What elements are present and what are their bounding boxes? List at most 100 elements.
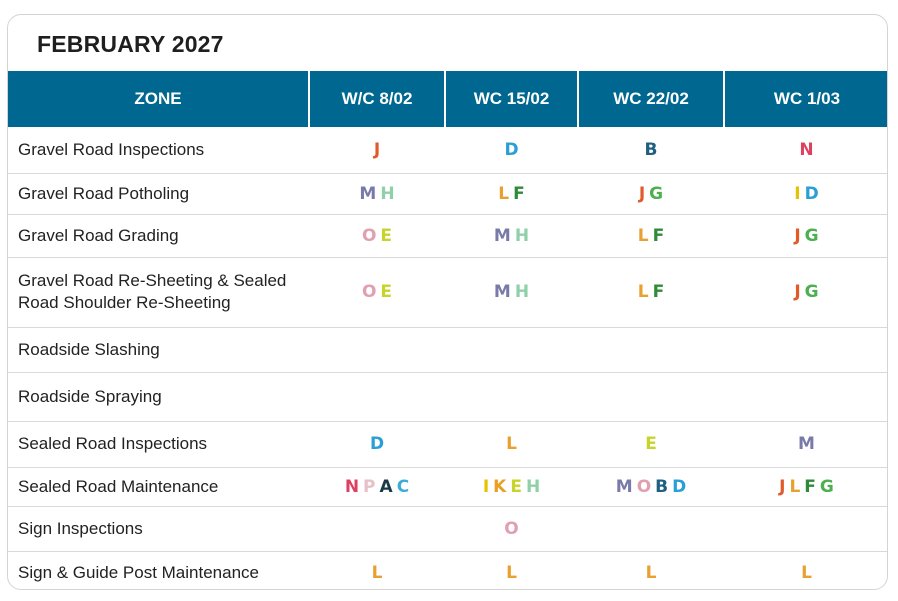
crew-code: J <box>638 183 646 204</box>
crew-code: A <box>379 476 393 497</box>
zone-label: Gravel Road Potholing <box>8 173 309 215</box>
week-cell: E <box>578 421 724 468</box>
crew-code: O <box>636 476 652 497</box>
zone-label: Gravel Road Re-Sheeting & Sealed Road Sh… <box>8 257 309 328</box>
crew-code: N <box>344 476 360 497</box>
week-cell: L <box>445 551 578 589</box>
crew-code: J <box>794 282 801 302</box>
crew-code: M <box>493 282 511 302</box>
crew-code: L <box>506 563 517 584</box>
crew-code: K <box>493 476 507 497</box>
week-cell: L <box>309 551 445 589</box>
crew-code: J <box>373 139 381 160</box>
crew-code: H <box>380 183 395 204</box>
table-row: Gravel Road Grading O E M H L F J G <box>8 214 887 258</box>
crew-code: F <box>804 476 816 497</box>
crew-code: L <box>645 563 657 584</box>
week-cell <box>309 327 445 373</box>
week-cell <box>724 327 887 373</box>
week-cell <box>724 372 887 422</box>
week-cell: L <box>578 551 724 589</box>
header-week-4: WC 1/03 <box>724 71 887 127</box>
crew-code: O <box>361 282 377 302</box>
crew-code: D <box>369 434 385 454</box>
zone-label: Sign Inspections <box>8 506 309 552</box>
crew-code: F <box>652 282 665 302</box>
week-cell <box>309 372 445 422</box>
table-row: Sealed Road Maintenance N P A C I K E H M O B D J L F G <box>8 467 887 507</box>
crew-code: L <box>498 183 510 204</box>
crew-code: G <box>819 476 834 497</box>
crew-code: G <box>649 183 664 204</box>
crew-code: L <box>637 282 649 302</box>
week-cell: O <box>445 506 578 552</box>
crew-code: D <box>504 139 519 160</box>
crew-code: G <box>804 282 819 302</box>
schedule-body: Gravel Road Inspections J D B N Gravel Road P… <box>8 127 887 589</box>
crew-code: J <box>794 225 801 246</box>
page-title: FEBRUARY 2027 <box>37 31 224 57</box>
schedule-card: FEBRUARY 2027 ZONE W/C 8/02 WC 15/02 WC … <box>7 14 888 590</box>
crew-code: H <box>514 282 530 302</box>
crew-code: M <box>493 225 511 246</box>
zone-label: Sealed Road Maintenance <box>8 467 309 507</box>
week-cell <box>445 327 578 373</box>
crew-code: L <box>789 476 801 497</box>
crew-code: B <box>644 139 658 160</box>
week-cell <box>724 506 887 552</box>
crew-code: G <box>804 225 819 246</box>
zone-label: Roadside Slashing <box>8 327 309 373</box>
crew-code: E <box>380 282 393 302</box>
crew-code: D <box>672 476 687 497</box>
header-week-1: W/C 8/02 <box>309 71 446 127</box>
week-cell <box>309 506 445 552</box>
crew-code: M <box>798 434 815 454</box>
zone-label: Gravel Road Grading <box>8 214 309 258</box>
table-row: Roadside Spraying <box>8 372 887 422</box>
crew-code: D <box>804 183 819 204</box>
table-row: Gravel Road Inspections J D B N <box>8 127 887 174</box>
schedule-table: ZONE W/C 8/02 WC 15/02 WC 22/02 WC 1/03 … <box>8 71 887 589</box>
week-cell: B <box>578 127 724 174</box>
week-cell <box>578 327 724 373</box>
table-row: Roadside Slashing <box>8 327 887 373</box>
crew-code: L <box>801 563 812 584</box>
crew-code: O <box>504 518 519 539</box>
crew-code: I <box>482 476 490 497</box>
crew-code: L <box>637 225 649 246</box>
week-cell: D <box>445 127 578 174</box>
week-cell: D <box>309 421 445 468</box>
zone-label: Sealed Road Inspections <box>8 421 309 468</box>
header-row: ZONE W/C 8/02 WC 15/02 WC 22/02 WC 1/03 <box>8 71 887 127</box>
week-cell: L <box>445 421 578 468</box>
zone-label: Sign & Guide Post Maintenance <box>18 563 259 583</box>
crew-code: L <box>506 434 517 454</box>
zone-label: Gravel Road Inspections <box>8 127 309 174</box>
week-cell <box>578 506 724 552</box>
week-cell <box>445 372 578 422</box>
crew-code: M <box>615 476 633 497</box>
crew-code: E <box>380 225 393 246</box>
table-row: Gravel Road Re-Sheeting & Sealed Road Sh… <box>8 257 887 328</box>
week-cell: J <box>309 127 445 174</box>
crew-code: B <box>655 476 669 497</box>
table-row: Sign Inspections O <box>8 506 887 552</box>
crew-code: L <box>371 563 383 584</box>
crew-code: J <box>779 476 786 497</box>
table-row: Sign & Guide Post Maintenance L L L L <box>8 551 887 589</box>
crew-code: F <box>513 183 525 204</box>
